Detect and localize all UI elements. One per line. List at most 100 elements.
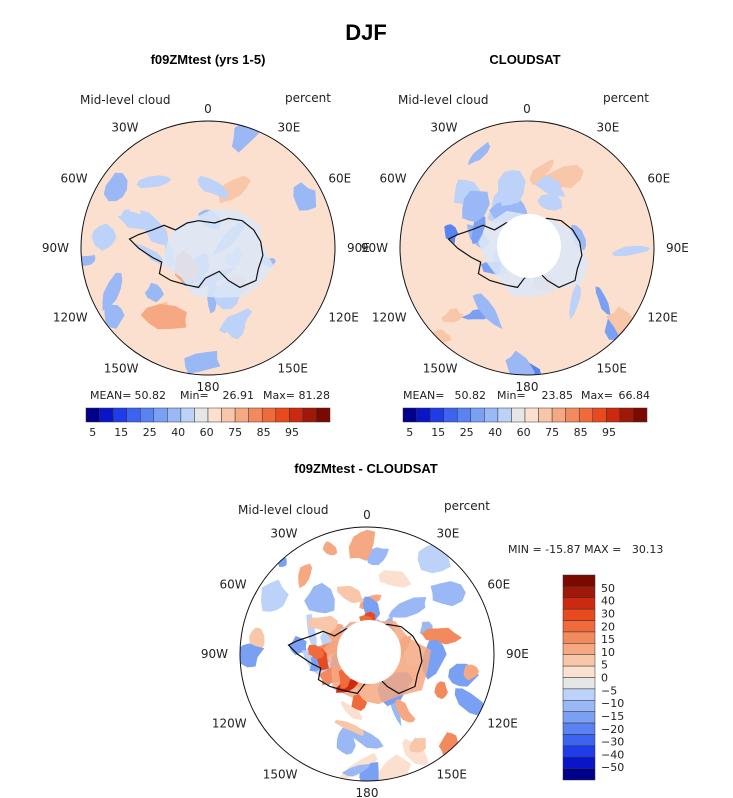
longitude-label: 90W (201, 647, 228, 661)
colorbar-box (497, 407, 512, 423)
polar-map (399, 120, 655, 376)
longitude-label: 90E (347, 241, 370, 255)
colorbar-box (551, 407, 566, 423)
longitude-label: 90E (506, 647, 529, 661)
field-patch (341, 764, 371, 777)
colorbar-box (484, 407, 499, 423)
coastline-path (447, 217, 583, 289)
panel-obs: CLOUDSAT Mid-level cloud percent 0 30E 60E… (361, 52, 689, 439)
longitude-labels: 0 30E 60E 90E 120E 150E 180 150W 120W 90W 60W 30W (201, 508, 529, 798)
field-patch (409, 737, 427, 753)
min-label: Min= (497, 389, 526, 402)
antarctica-coastline-icon (447, 217, 583, 289)
variable-label: Mid-level cloud (80, 93, 170, 107)
field-patch (366, 547, 389, 566)
colorbar-box (511, 407, 526, 423)
colorbar-label: 15 (114, 426, 128, 439)
min-max-text: MIN = -15.87 MAX = 30.13 (508, 543, 663, 556)
antarctica-coastline-icon (287, 623, 423, 695)
coastline-path (128, 217, 264, 289)
colorbar-label: 20 (601, 620, 615, 633)
field-patch (336, 585, 364, 603)
field-patch (293, 182, 317, 211)
colorbar-label: 5 (406, 426, 413, 439)
colorbar-label: 60 (517, 426, 531, 439)
longitude-labels: 0 30E 60E 90E 120E 150E 180 150W 120W 90W 60W 30W (42, 102, 370, 394)
coastline-path (287, 623, 423, 695)
field-patch (498, 170, 526, 206)
colorbar-label: 15 (601, 633, 615, 646)
colorbar-box (562, 768, 596, 781)
field-patch (91, 223, 117, 251)
colorbar-box (562, 597, 596, 610)
stats-row: MEAN= 50.82 Min= 23.85 Max= 66.84 (403, 389, 650, 402)
no-data-hole (497, 214, 561, 278)
colorbar-label: −20 (601, 723, 624, 736)
field-patch (444, 224, 459, 244)
max-label: Max= (581, 389, 613, 402)
colorbar-box (112, 407, 127, 423)
mean-label: MEAN= (90, 389, 131, 402)
panel-diff: f09ZMtest - CLOUDSAT Mid-level cloud per… (201, 461, 664, 798)
field-patch (104, 304, 125, 329)
longitude-label: 30W (111, 121, 138, 135)
field-patch (430, 581, 466, 607)
colorbar-box (316, 407, 331, 423)
panel-title: f09ZMtest (yrs 1-5) (151, 52, 266, 67)
colorbar-box (153, 407, 168, 423)
field-patch (462, 190, 490, 223)
longitude-label: 150E (437, 767, 468, 781)
colorbar-label: 30 (601, 607, 615, 620)
map-border (80, 120, 336, 376)
longitude-label: 120E (328, 311, 359, 325)
field-patch (454, 688, 488, 717)
field-patch (307, 615, 338, 634)
longitude-label: 60W (219, 578, 246, 592)
field-patch (537, 192, 563, 211)
colorbar-label: 60 (200, 426, 214, 439)
min-value: 26.91 (223, 389, 255, 402)
field-patch (240, 643, 265, 668)
panel-title: f09ZMtest - CLOUDSAT (294, 461, 438, 476)
colorbar-box (562, 688, 596, 701)
longitude-label: 60E (647, 172, 670, 186)
units-label: percent (444, 499, 490, 513)
colorbar-label: 75 (228, 426, 242, 439)
longitude-label: 150W (423, 361, 458, 375)
colorbar-box (562, 734, 596, 747)
antarctica-coastline-icon (128, 217, 264, 289)
field-patch (569, 284, 581, 320)
field-patch (378, 570, 412, 588)
field-patch (570, 224, 586, 251)
mean-value: 50.82 (135, 389, 167, 402)
field-patch (468, 141, 491, 166)
max-label: Max= (263, 389, 295, 402)
colorbar-box (180, 407, 195, 423)
longitude-label: 30W (270, 527, 297, 541)
mean-label: MEAN= (403, 389, 444, 402)
longitude-label: 120W (372, 311, 407, 325)
colorbar-box (562, 608, 596, 621)
colorbar: 5 15 25 40 60 75 85 95 (402, 407, 648, 439)
panel-title: CLOUDSAT (489, 52, 560, 67)
no-data-hole (337, 620, 401, 684)
colorbar-box (261, 407, 277, 423)
colorbar-label: 40 (488, 426, 502, 439)
colorbar-label: 40 (601, 595, 615, 608)
colorbar-label: 25 (460, 426, 474, 439)
colorbar-box (606, 407, 621, 423)
variable-label: Mid-level cloud (238, 503, 328, 517)
colorbar-label: −50 (601, 761, 624, 774)
max-value: 66.84 (619, 389, 651, 402)
colorbar: 5 15 25 40 60 75 85 95 (85, 407, 331, 439)
colorbar-box (234, 407, 249, 423)
field-patch (307, 644, 324, 659)
field-patch (322, 541, 338, 556)
colorbar-label: 0 (601, 672, 608, 685)
stats-row: MEAN= 50.82 Min= 26.91 Max= 81.28 (90, 389, 330, 402)
field-patch (218, 308, 253, 334)
field-patch (532, 173, 566, 197)
colorbar-label: 40 (171, 426, 185, 439)
colorbar-label: 85 (574, 426, 588, 439)
units-label: percent (285, 91, 331, 105)
